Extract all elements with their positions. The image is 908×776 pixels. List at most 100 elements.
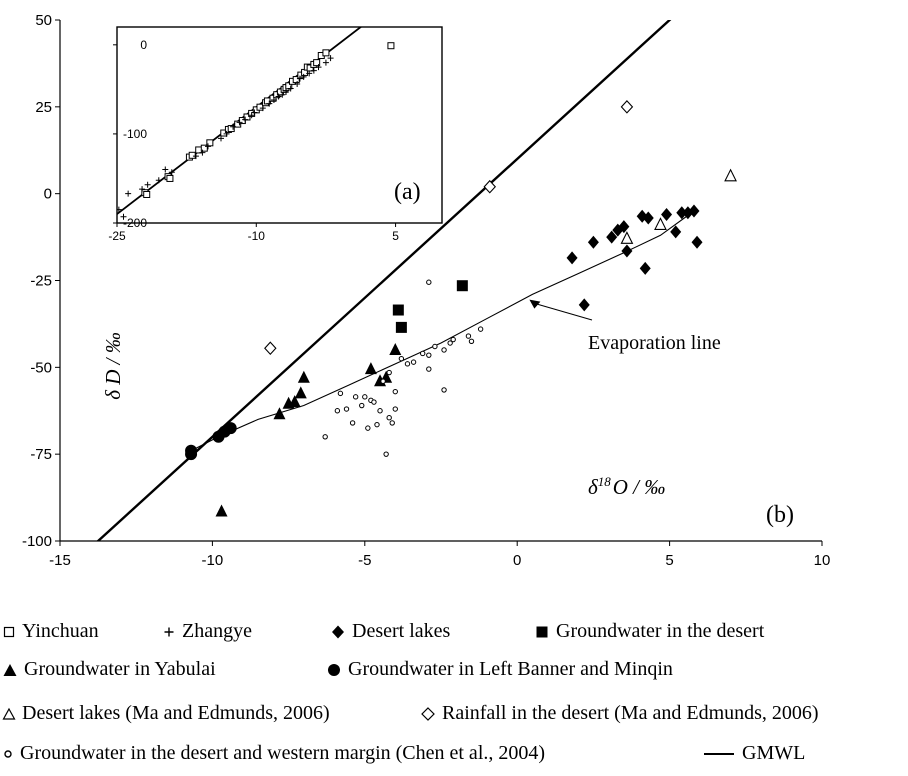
gmwl-line [96,20,672,541]
filled-diamond-point [639,261,651,275]
legend: Yinchuan Zhangye Desert lakes Groundwate… [0,612,908,776]
y-tick-label: 0 [44,186,52,203]
inset-y-tick-label: -100 [123,127,147,141]
legend-label: Desert lakes (Ma and Edmunds, 2006) [22,702,330,724]
legend-item-groundwater-chen: Groundwater in the desert and western ma… [2,738,545,768]
filled-diamond-point [606,230,618,244]
small-open-circle-point [450,336,456,343]
inset-x-tick-label: 5 [392,229,399,243]
filled-triangle-icon [3,664,17,677]
inset-open-square-point [292,76,300,84]
small-open-circle-point [426,279,432,285]
inset-open-square-point [206,139,214,147]
series-filled-square [392,280,468,333]
y-tick-label: -75 [30,446,52,463]
x-axis-title: δ18O / ‰ [588,474,665,499]
inset-y-tick-label: -200 [123,216,147,230]
filled-circle-point [224,422,237,435]
legend-item-desert-lakes: Desert lakes [330,616,450,646]
inset-plus-point [300,73,307,80]
small-open-circle-point [349,420,356,426]
legend-label: Groundwater in the desert [556,620,765,642]
filled-diamond-point [688,204,700,218]
small-open-circle-point [392,388,398,395]
filled-diamond-point [691,235,703,249]
inset-open-square-point [166,174,174,182]
x-tick-label: 10 [814,552,831,569]
legend-item-rainfall-ma: Rainfall in the desert (Ma and Edmunds, … [420,698,819,728]
filled-square-point [395,321,407,333]
small-open-circle-point [386,414,392,421]
inset-plus-point [236,119,243,126]
inset-plus-point [168,169,175,176]
small-open-circle-point [383,451,389,457]
small-open-circle-point [322,434,328,440]
y-axis-title: δ D / ‰ [101,332,125,400]
y-tick-label: -50 [30,359,52,376]
inset-plus-point [139,186,146,193]
legend-item-groundwater-desert: Groundwater in the desert [534,616,764,646]
inset-open-square-point [306,64,314,72]
open-diamond-point [483,179,497,194]
inset-plus-point [287,85,294,92]
x-tick-label: -5 [358,552,371,569]
small-open-circle-point [404,361,411,367]
panel-label-a: (a) [394,179,421,205]
inset-series-plus [117,55,334,220]
small-open-circle-point [477,326,484,332]
open-diamond-point [620,100,634,114]
plus-icon [164,627,174,637]
small-open-circle-point [420,350,426,357]
small-open-circle-point [426,366,432,372]
inset-x-tick-label: -10 [248,229,266,243]
series-small-open-circle [322,279,484,457]
filled-triangle-point [215,504,228,517]
filled-triangle-point [364,362,377,375]
inset-plus-point [294,81,301,88]
filled-diamond-point [618,220,630,234]
inset-plus-point [120,213,127,220]
legend-item-desert-lakes-ma: Desert lakes (Ma and Edmunds, 2006) [2,698,330,728]
filled-diamond-point [578,298,590,312]
legend-item-groundwater-left-banner: Groundwater in Left Banner and Minqin [326,654,673,684]
filled-square-point [392,304,404,316]
inset-plus-point [199,149,206,156]
inset-plus-point [322,59,329,66]
legend-label: Groundwater in Left Banner and Minqin [348,658,673,680]
small-open-circle-icon [4,750,12,759]
legend-label: Rainfall in the desert (Ma and Edmunds, … [442,702,819,724]
filled-diamond-point [566,251,578,265]
legend-label: Zhangye [182,620,252,642]
inset-plus-point [275,93,282,100]
filled-diamond-point [676,206,688,220]
small-open-circle-point [432,343,438,350]
inset-plus-point [306,70,313,77]
filled-circle-point [185,448,198,461]
x-tick-label: -10 [202,552,224,569]
small-open-circle-point [380,378,386,384]
inset-plus-point [279,91,286,98]
filled-diamond-point [587,235,599,249]
panel-label-b: (b) [766,502,794,528]
series-open-diamond [264,100,634,356]
legend-item-gmwl: GMWL [702,738,805,768]
small-open-circle-point [392,406,398,412]
filled-circle-icon [328,664,340,677]
legend-label: GMWL [742,742,806,764]
open-triangle-icon [2,708,16,721]
filled-triangle-point [294,386,307,399]
legend-label: Groundwater in the desert and western ma… [20,742,546,764]
x-tick-label: 0 [513,552,521,569]
filled-square-point [456,280,468,292]
small-open-circle-point [352,394,359,400]
inset-open-square-point [188,151,196,159]
inset-plus-point [218,135,224,142]
inset-open-square-point [322,49,330,57]
x-axis-title-suffix: O / ‰ [613,475,666,499]
legend-label: Groundwater in Yabulai [24,658,216,680]
inset-open-square-point [234,120,242,128]
open-square-icon [3,627,15,638]
small-open-circle-point [374,421,380,428]
